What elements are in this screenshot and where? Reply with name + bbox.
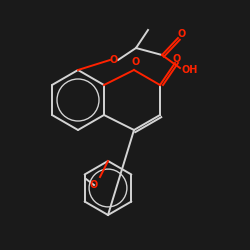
Text: O: O — [132, 57, 140, 67]
Text: O: O — [110, 55, 118, 65]
Text: O: O — [178, 29, 186, 39]
Text: OH: OH — [182, 65, 198, 75]
Text: O: O — [173, 54, 181, 64]
Text: O: O — [90, 180, 98, 190]
